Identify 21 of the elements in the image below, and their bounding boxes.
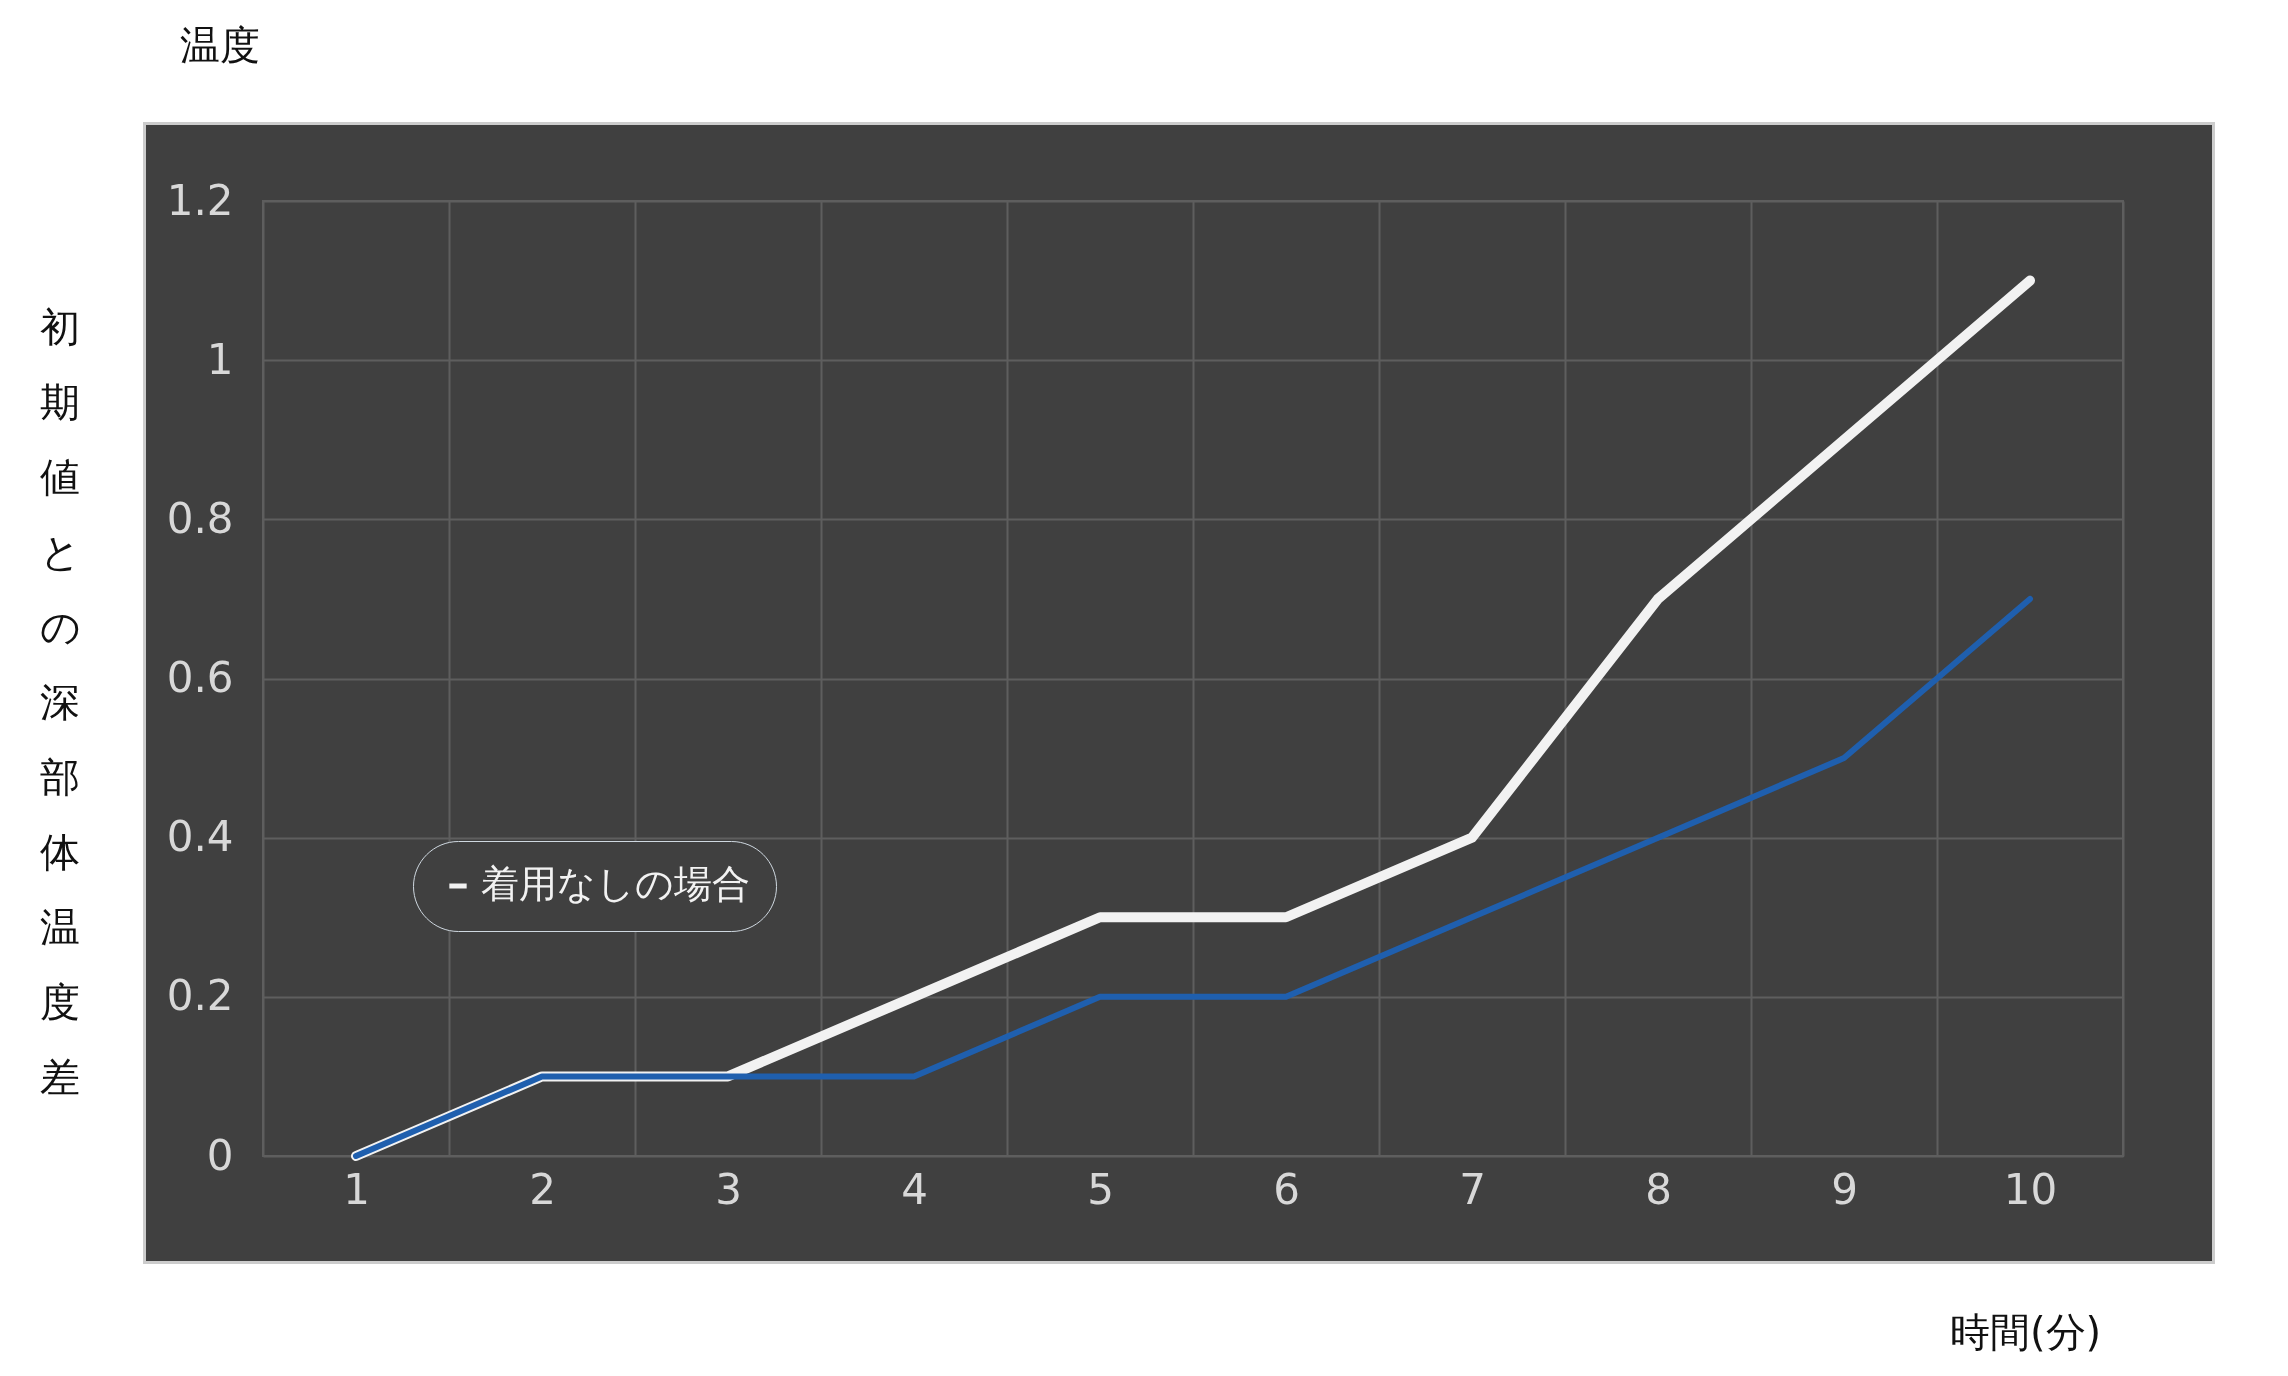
y-tick-label: 0 bbox=[206, 1130, 234, 1180]
x-tick-label: 3 bbox=[715, 1164, 742, 1214]
y-tick-label: 0.2 bbox=[166, 971, 234, 1021]
x-tick-label: 9 bbox=[1831, 1164, 1858, 1214]
y-tick-label: 0.6 bbox=[166, 653, 234, 702]
text: 初期値との深部体温度差 bbox=[40, 304, 81, 1100]
y-tick-label: 0.8 bbox=[166, 493, 234, 543]
y-tick-label: 1.2 bbox=[166, 175, 234, 225]
x-tick-label: 10 bbox=[2003, 1164, 2058, 1214]
y-tick-label: 0.4 bbox=[166, 812, 234, 862]
x-tick-label: 7 bbox=[1459, 1164, 1486, 1214]
x-tick-label: 5 bbox=[1087, 1164, 1114, 1214]
x-tick-label: 6 bbox=[1273, 1164, 1300, 1214]
x-tick-label: 2 bbox=[529, 1164, 556, 1214]
chart-title: 温度 bbox=[180, 21, 260, 70]
x-tick-label: 1 bbox=[343, 1164, 370, 1214]
y-tick-label: 1 bbox=[206, 334, 234, 384]
x-axis-title: 時間(分) bbox=[1950, 1308, 2102, 1357]
x-tick-label: 4 bbox=[901, 1164, 928, 1214]
x-tick-label: 8 bbox=[1645, 1164, 1672, 1214]
legend-label: 着用なしの場合 bbox=[481, 862, 750, 906]
